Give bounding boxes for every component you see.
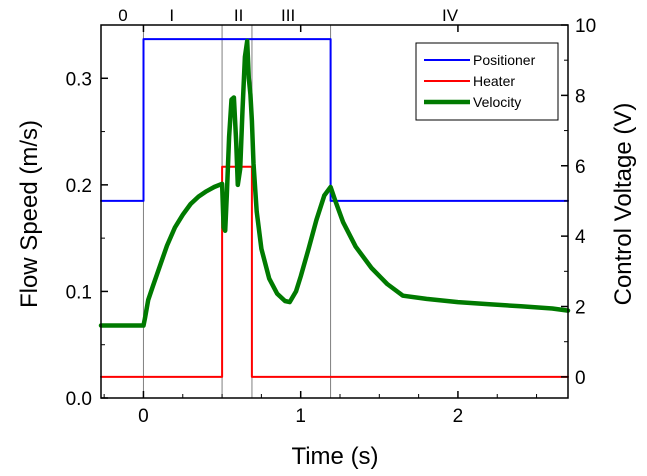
x-axis-title: Time (s) bbox=[291, 443, 378, 470]
y-axis-right-title: Control Voltage (V) bbox=[610, 103, 637, 306]
y-left-tick-label-0: 0.0 bbox=[66, 389, 92, 410]
legend-label-heater: Heater bbox=[473, 73, 515, 89]
legend: Positioner Heater Velocity bbox=[415, 42, 559, 121]
legend-label-positioner: Positioner bbox=[473, 52, 536, 68]
phase-label-1: I bbox=[169, 6, 174, 25]
y-right-tick-label-4: 8 bbox=[575, 86, 586, 107]
y-right-tick-label-2: 4 bbox=[575, 227, 586, 248]
phase-label-0: 0 bbox=[118, 6, 127, 25]
x-tick-label-1: 1 bbox=[295, 406, 306, 427]
axes-layer bbox=[100, 24, 569, 399]
y-right-tick-label-1: 2 bbox=[575, 298, 586, 319]
phase-boundary-lines bbox=[142, 25, 332, 398]
x-tick-label-2: 2 bbox=[453, 406, 464, 427]
phase-label-4: IV bbox=[442, 6, 459, 25]
phase-label-3: III bbox=[281, 6, 295, 25]
series-layer bbox=[98, 38, 571, 378]
series-line-velocity bbox=[98, 38, 571, 328]
y-left-tick-label-3: 0.3 bbox=[66, 69, 92, 90]
y-axis-left-title: Flow Speed (m/s) bbox=[16, 120, 43, 308]
series-line-positioner bbox=[100, 38, 569, 202]
plot-frame bbox=[100, 24, 569, 399]
y-left-tick-label-2: 0.2 bbox=[66, 176, 92, 197]
phase-label-2: II bbox=[234, 6, 243, 25]
legend-label-velocity: Velocity bbox=[473, 94, 521, 110]
x-tick-label-0: 0 bbox=[138, 406, 149, 427]
y-right-tick-label-3: 6 bbox=[575, 157, 586, 178]
y-left-tick-label-1: 0.1 bbox=[66, 282, 92, 303]
y-right-tick-label-5: 10 bbox=[575, 16, 596, 37]
y-right-tick-label-0: 0 bbox=[575, 368, 586, 389]
